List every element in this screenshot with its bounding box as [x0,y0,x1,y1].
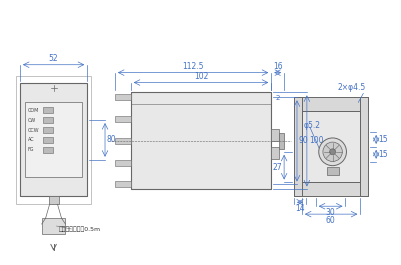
Bar [130,92,271,189]
Bar [115,94,130,100]
Text: 2: 2 [275,95,279,101]
Text: 15: 15 [377,135,387,144]
Text: モータケーブル0.5m: モータケーブル0.5m [59,226,100,232]
Text: COM: COM [28,108,39,113]
Bar [20,82,87,196]
Text: AC: AC [28,138,34,142]
Text: 15: 15 [377,150,387,159]
Bar [115,182,130,187]
Bar [271,147,278,159]
Bar [43,117,53,123]
Text: 80: 80 [107,135,116,144]
Bar [20,82,87,196]
Bar [42,218,65,234]
Bar [115,138,130,144]
Text: 14: 14 [294,204,304,213]
Bar [130,92,271,189]
Text: 16: 16 [272,62,282,71]
Text: 102: 102 [193,72,208,81]
Bar [43,147,53,153]
Bar [278,133,284,149]
Bar [326,167,338,175]
Text: φ5.2: φ5.2 [303,121,320,130]
Circle shape [322,142,342,161]
Text: 27: 27 [272,163,282,172]
Bar [43,107,53,113]
Text: 112.5: 112.5 [182,62,203,71]
Bar [25,102,82,176]
Bar [271,129,278,141]
Text: 2×φ4.5: 2×φ4.5 [337,83,365,92]
Bar [293,183,367,196]
Text: CCW: CCW [28,127,39,132]
Text: CW: CW [28,118,36,123]
Text: 90: 90 [298,136,308,145]
Bar [43,137,53,143]
Circle shape [329,149,335,155]
Bar [301,111,359,183]
Text: 30: 30 [325,208,335,217]
Bar [293,97,367,111]
Bar [301,111,359,183]
Bar [115,160,130,166]
Bar [359,97,367,196]
Circle shape [318,138,346,166]
Bar [49,196,59,204]
Bar [16,76,91,204]
Bar [115,116,130,122]
Bar [293,97,301,196]
Text: 100: 100 [308,136,322,145]
Text: 52: 52 [49,54,58,63]
Text: 60: 60 [325,216,335,225]
Text: FG: FG [28,147,34,152]
Bar [43,127,53,133]
